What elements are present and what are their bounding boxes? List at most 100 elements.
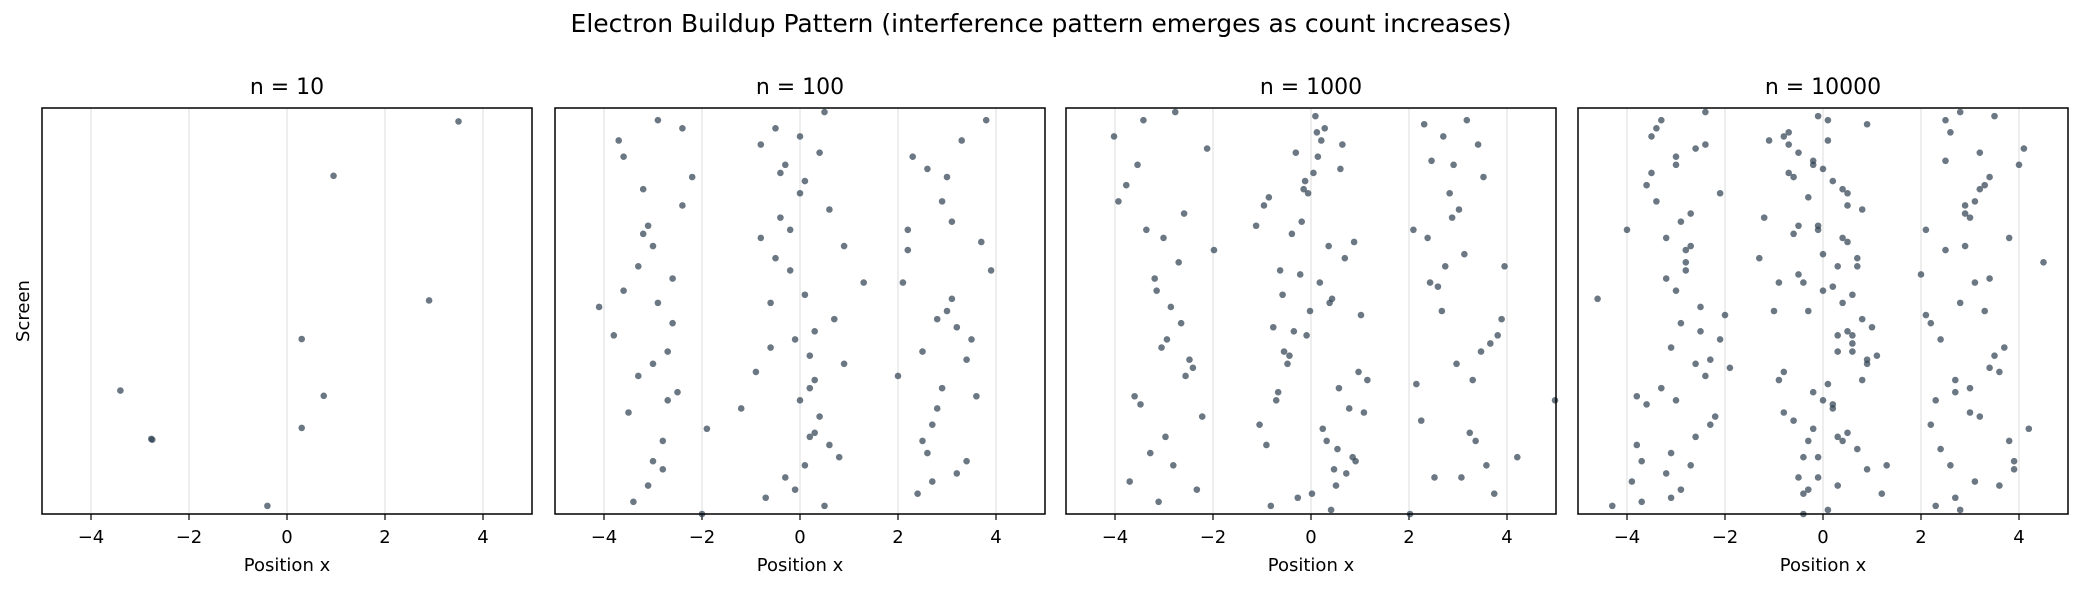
data-point — [639, 185, 647, 193]
data-point — [595, 303, 603, 311]
data-point — [1819, 397, 1827, 404]
data-point — [1952, 494, 1959, 502]
data-point — [1824, 137, 1832, 144]
data-point — [826, 441, 833, 449]
data-point — [649, 457, 657, 465]
data-point — [816, 413, 823, 420]
data-point — [1942, 157, 1949, 165]
data-point — [1971, 279, 1979, 286]
data-point — [924, 165, 931, 173]
data-point — [1687, 210, 1694, 217]
data-point — [1814, 474, 1822, 481]
data-point — [669, 319, 676, 327]
data-point — [1143, 226, 1150, 234]
data-point — [1638, 498, 1645, 506]
data-point — [909, 153, 916, 161]
data-point — [1824, 506, 1832, 514]
data-point — [1854, 445, 1861, 453]
data-point — [796, 397, 804, 404]
data-point — [1332, 482, 1340, 489]
data-point — [1313, 129, 1321, 136]
data-point — [772, 125, 779, 132]
data-point — [1927, 421, 1935, 428]
data-point — [1448, 214, 1456, 221]
data-point — [1800, 279, 1807, 286]
data-point — [1263, 441, 1270, 449]
data-point — [1932, 397, 1939, 404]
data-point — [1466, 429, 1474, 437]
data-point — [1284, 360, 1291, 368]
data-point — [1937, 445, 1944, 453]
data-point — [1834, 433, 1841, 441]
data-point — [786, 267, 794, 274]
data-point — [1469, 376, 1476, 384]
data-point — [1461, 250, 1468, 258]
data-point — [904, 246, 912, 254]
data-point — [1410, 226, 1417, 234]
subplot-title: n = 10000 — [1765, 75, 1881, 100]
data-point — [1327, 506, 1335, 514]
data-point — [674, 388, 681, 396]
data-point — [1697, 303, 1704, 311]
x-tick-label: 2 — [1915, 527, 1926, 548]
data-point — [968, 336, 975, 343]
data-point — [639, 230, 647, 238]
data-point — [615, 137, 622, 144]
data-point — [1692, 360, 1699, 368]
data-point — [1477, 348, 1485, 355]
data-point — [669, 275, 676, 282]
data-point — [1775, 279, 1783, 286]
data-point — [1795, 474, 1802, 481]
data-point — [1858, 315, 1866, 323]
x-tick-label: −2 — [176, 527, 203, 548]
data-point — [1551, 397, 1559, 404]
data-point — [1922, 226, 1930, 234]
data-point — [1633, 441, 1641, 449]
data-point — [1189, 364, 1197, 372]
data-point — [1805, 307, 1812, 315]
data-point — [620, 153, 627, 161]
data-point — [1947, 461, 1954, 469]
data-point — [1956, 108, 1964, 116]
data-point — [1785, 141, 1792, 148]
data-point — [1170, 461, 1177, 469]
data-point — [1677, 486, 1685, 493]
data-point — [1922, 311, 1930, 319]
data-point — [1609, 502, 1616, 510]
data-point — [1780, 368, 1788, 376]
data-point — [1834, 332, 1841, 339]
data-point — [1335, 384, 1343, 392]
data-point — [1431, 474, 1438, 481]
data-point — [806, 384, 814, 392]
data-point — [1868, 323, 1876, 331]
data-point — [664, 348, 671, 355]
x-tick-label: −4 — [591, 527, 618, 548]
data-point — [1829, 283, 1837, 290]
data-point — [904, 226, 912, 234]
data-point — [782, 474, 789, 481]
axes-frame — [1577, 107, 2069, 515]
data-point — [953, 470, 961, 477]
data-point — [1961, 202, 1969, 209]
data-point — [1790, 173, 1797, 181]
data-point — [948, 295, 956, 303]
data-point — [1726, 364, 1734, 372]
data-point — [1805, 194, 1812, 201]
data-point — [1858, 376, 1866, 384]
data-point — [1441, 263, 1449, 270]
data-point — [1131, 392, 1138, 400]
data-point — [1440, 133, 1447, 140]
data-point — [1434, 283, 1442, 290]
data-point — [1834, 482, 1841, 489]
data-point — [1623, 226, 1631, 234]
data-point — [1672, 153, 1680, 161]
data-point — [1702, 141, 1709, 148]
data-point — [1834, 263, 1841, 270]
data-point — [620, 287, 627, 295]
data-point — [919, 348, 926, 355]
data-point — [635, 263, 642, 270]
data-point — [1298, 218, 1305, 225]
data-point — [1158, 344, 1165, 351]
data-point — [1849, 348, 1856, 355]
data-point — [1167, 303, 1175, 311]
